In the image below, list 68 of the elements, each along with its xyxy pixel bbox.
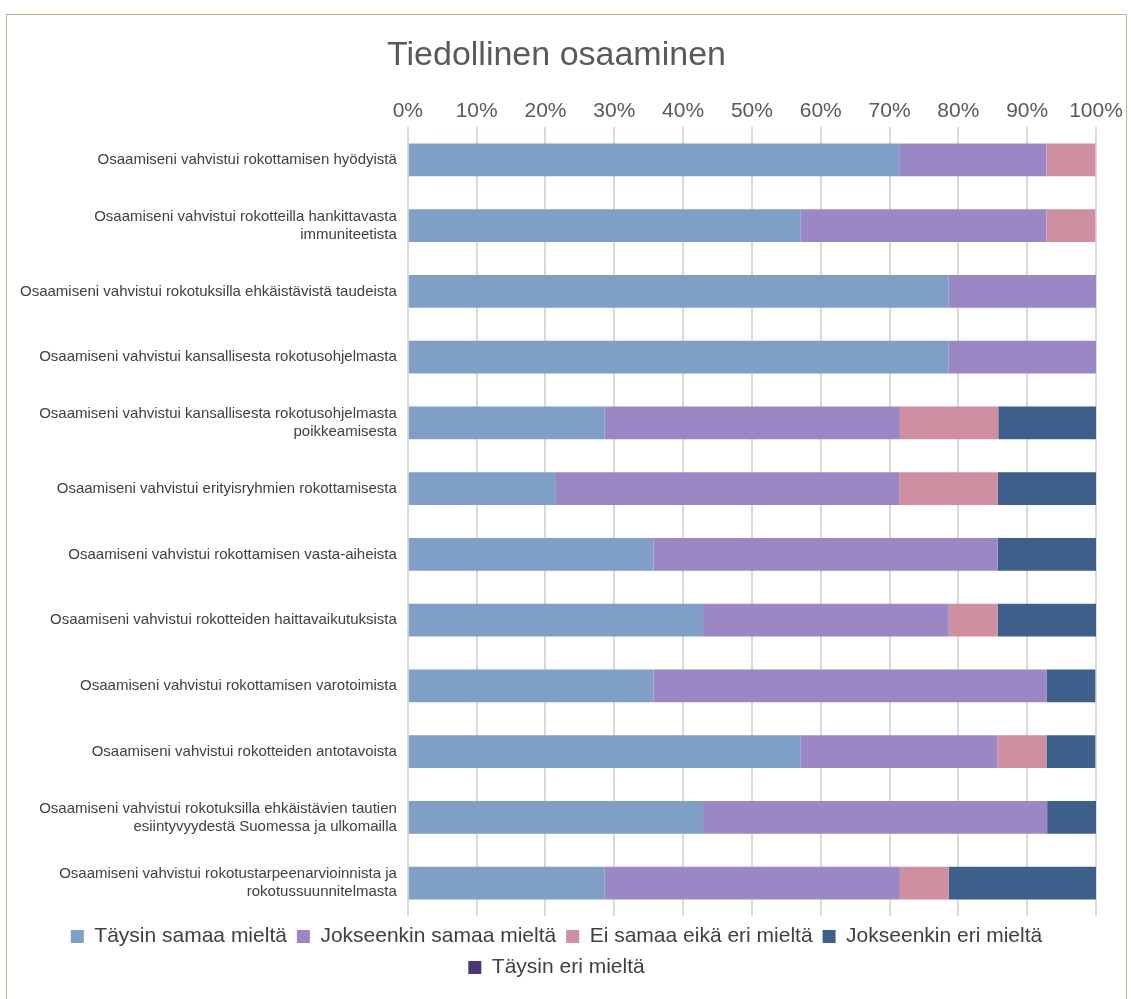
x-tick-label: 50% (730, 98, 773, 122)
bar (948, 603, 998, 637)
bar (604, 406, 900, 440)
bar (899, 472, 998, 506)
bar (997, 537, 1096, 571)
bar (899, 866, 949, 900)
x-tick-label: 90% (1006, 98, 1049, 122)
bar (703, 800, 1048, 834)
bar (653, 537, 998, 571)
bar (1046, 209, 1096, 243)
legend-label: Täysin eri mieltä (491, 954, 646, 978)
bar (408, 603, 704, 637)
bar (948, 340, 1096, 374)
x-tick-label: 70% (868, 98, 911, 122)
bar (997, 735, 1047, 769)
bar (899, 406, 999, 440)
bar (408, 406, 605, 440)
bar (408, 800, 704, 834)
bar (604, 866, 900, 900)
y-tick-label: Osaamiseni vahvistui rokotuksilla ehkäistävistä taudeista (19, 281, 398, 299)
y-tick-label: Osaamiseni vahvistui rokotustarpeenarvioinnista ja rokotussuunnitelmasta (59, 864, 398, 900)
bar (408, 143, 900, 177)
bar (703, 603, 949, 637)
legend-label: Jokseenkin samaa mieltä (320, 923, 557, 947)
bar (653, 669, 1047, 703)
legend-label: Jokseenkin eri mieltä (846, 923, 1043, 947)
bar (800, 735, 998, 769)
bar (408, 866, 605, 900)
chart-title: Tiedollinen osaaminen (387, 33, 726, 72)
bar (1046, 669, 1096, 703)
bar (998, 406, 1096, 440)
bar (408, 669, 654, 703)
x-tick-label: 20% (524, 98, 567, 122)
bar (1046, 735, 1096, 769)
y-tick-label: Osaamiseni vahvistui rokotteiden antotavoista (91, 741, 398, 759)
x-tick-label: 10% (455, 98, 498, 122)
x-tick-label: 0% (392, 98, 424, 122)
y-tick-label: Osaamiseni vahvistui erityisryhmien rokottamisesta (56, 478, 398, 496)
bar (408, 537, 654, 571)
bar (997, 603, 1096, 637)
y-tick-label: Osaamiseni vahvistui rokotteilla hankittavasta immuniteetista (94, 206, 398, 242)
y-tick-label: Osaamiseni vahvistui kansallisesta rokotusohjelmasta (39, 347, 398, 365)
bar (948, 866, 1096, 900)
bar (408, 340, 949, 374)
y-tick-label: Osaamiseni vahvistui rokotuksilla ehkäistävien tautien esiintyvyydestä Suomessa ja ulkomailla (39, 798, 398, 834)
x-tick-label: 30% (593, 98, 636, 122)
legend-label: Ei samaa eikä eri mieltä (589, 923, 813, 947)
x-tick-label: 80% (937, 98, 980, 122)
y-tick-label: Osaamiseni vahvistui rokotteiden haittavaikutuksista (50, 610, 398, 628)
bar (1047, 800, 1096, 834)
bar (408, 274, 949, 308)
x-tick-label: 40% (662, 98, 705, 122)
bar (948, 274, 1096, 308)
y-tick-label: Osaamiseni vahvistui kansallisesta rokotusohjelmasta poikkeamisesta (39, 404, 398, 440)
legend-label: Täysin samaa mieltä (94, 923, 288, 947)
x-tick-label: 60% (799, 98, 842, 122)
y-tick-label: Osaamiseni vahvistui rokottamisen hyödyistä (97, 150, 398, 168)
bar (1046, 143, 1096, 177)
bar (408, 735, 801, 769)
bar (408, 209, 801, 243)
bar (997, 472, 1096, 506)
bar (555, 472, 900, 506)
bar (408, 472, 556, 506)
x-tick-label: 100% (1069, 98, 1123, 122)
bar (899, 143, 1047, 177)
y-tick-label: Osaamiseni vahvistui rokottamisen varotoimista (80, 676, 398, 694)
y-tick-label: Osaamiseni vahvistui rokottamisen vasta-aiheista (68, 544, 398, 562)
bar (800, 209, 1047, 243)
